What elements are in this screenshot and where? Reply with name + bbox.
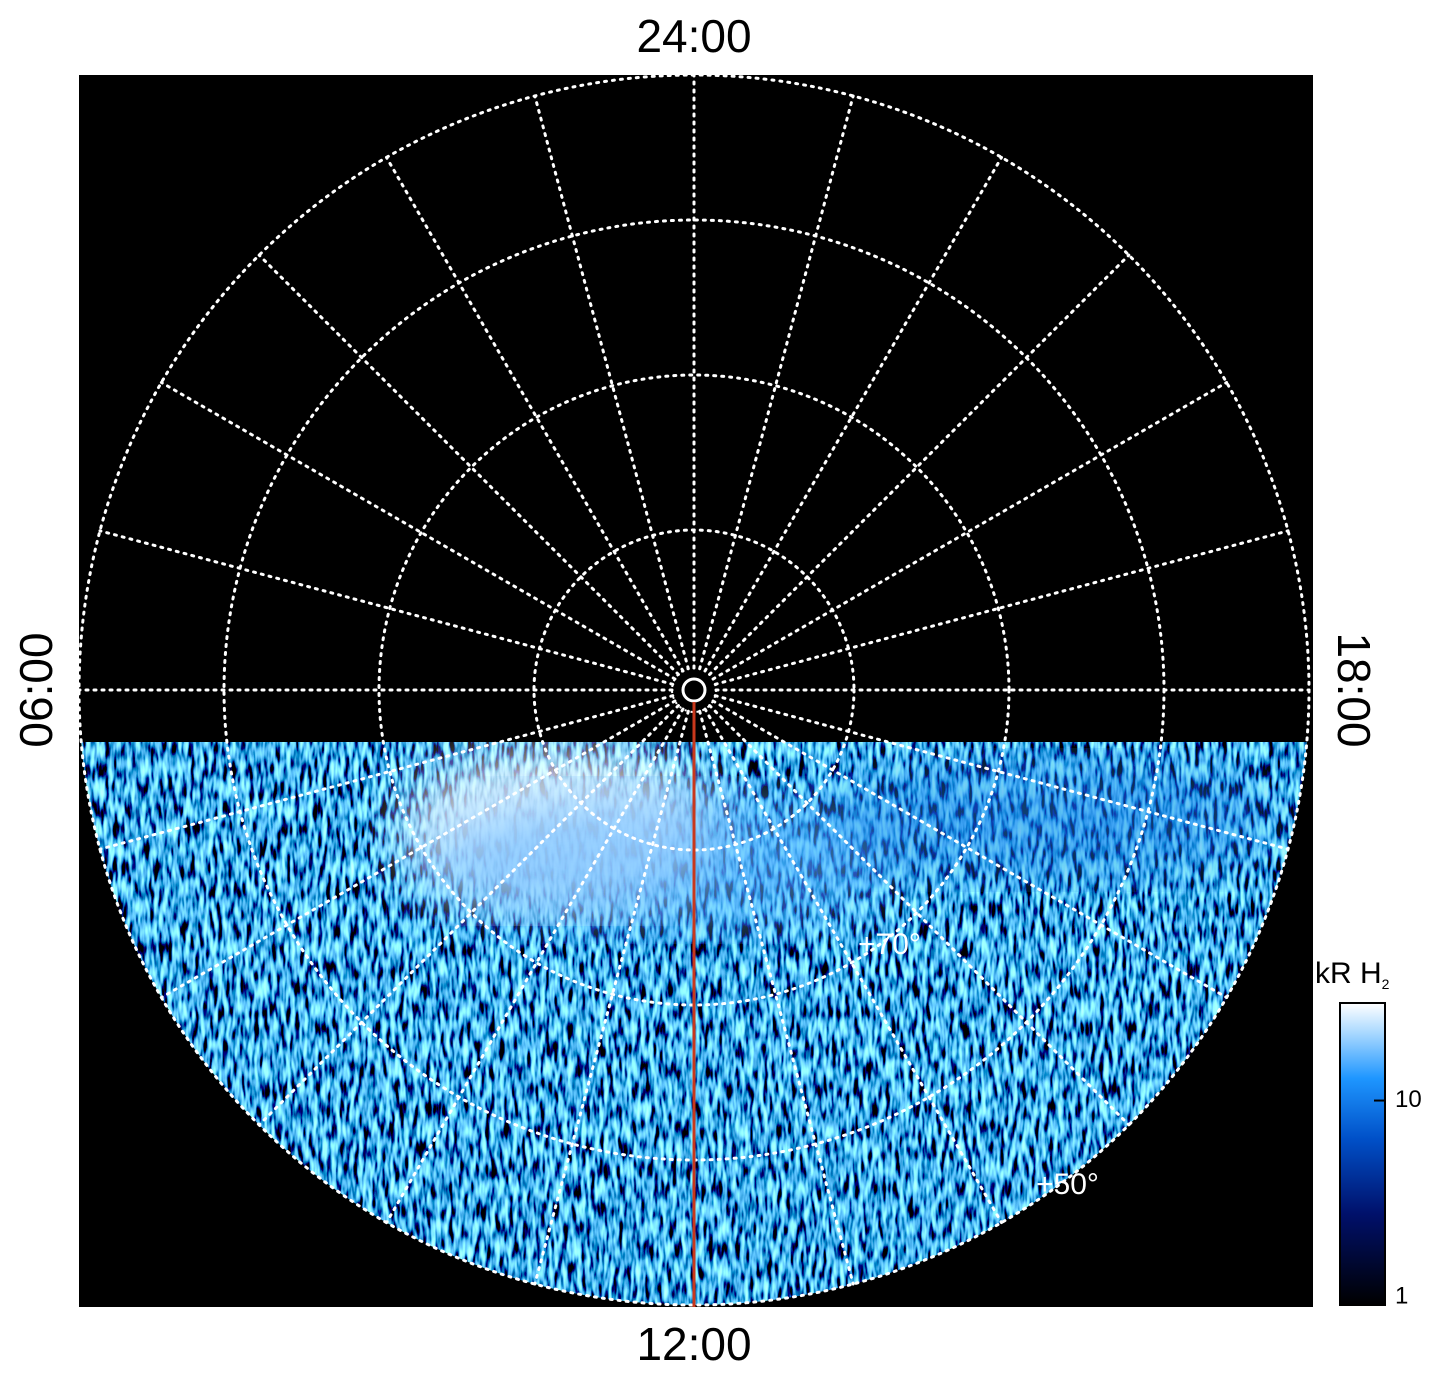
time-label: 24:00	[636, 10, 751, 62]
time-label: 12:00	[636, 1318, 751, 1370]
grid-radial	[385, 707, 685, 1225]
grid-radial	[257, 253, 680, 676]
grid-radial	[98, 529, 675, 686]
grid-radial	[98, 694, 675, 851]
grid-radial	[698, 94, 855, 671]
grid-radial	[713, 694, 1290, 851]
colorbar	[1339, 1002, 1386, 1306]
grid-radial	[703, 707, 1003, 1225]
colorbar-tick-label: 1	[1395, 1282, 1408, 1309]
time-label: 18:00	[1328, 632, 1380, 747]
grid-radial	[698, 709, 855, 1286]
grid-radial	[159, 699, 677, 999]
grid-radial	[711, 381, 1229, 681]
grid-radial	[713, 529, 1290, 686]
grid-radial	[533, 709, 690, 1286]
grid-radial	[533, 94, 690, 671]
grid-radial	[708, 253, 1131, 676]
grid-radial	[159, 381, 677, 681]
latitude-label: +50°	[1036, 1168, 1099, 1201]
pole-marker	[681, 677, 707, 703]
grid-radial	[703, 155, 1003, 673]
latitude-label: +70°	[858, 928, 921, 961]
grid-radial	[708, 704, 1131, 1127]
colorbar-title-sub: 2	[1382, 976, 1390, 992]
grid-radial	[385, 155, 685, 673]
colorbar-tick-label: 10	[1395, 1086, 1422, 1113]
grid-radial	[711, 699, 1229, 999]
colorbar-title: kR H2	[1315, 957, 1390, 992]
grid-radial	[257, 704, 680, 1127]
time-label: 06:00	[10, 632, 62, 747]
colorbar-title-main: kR H	[1315, 957, 1382, 990]
